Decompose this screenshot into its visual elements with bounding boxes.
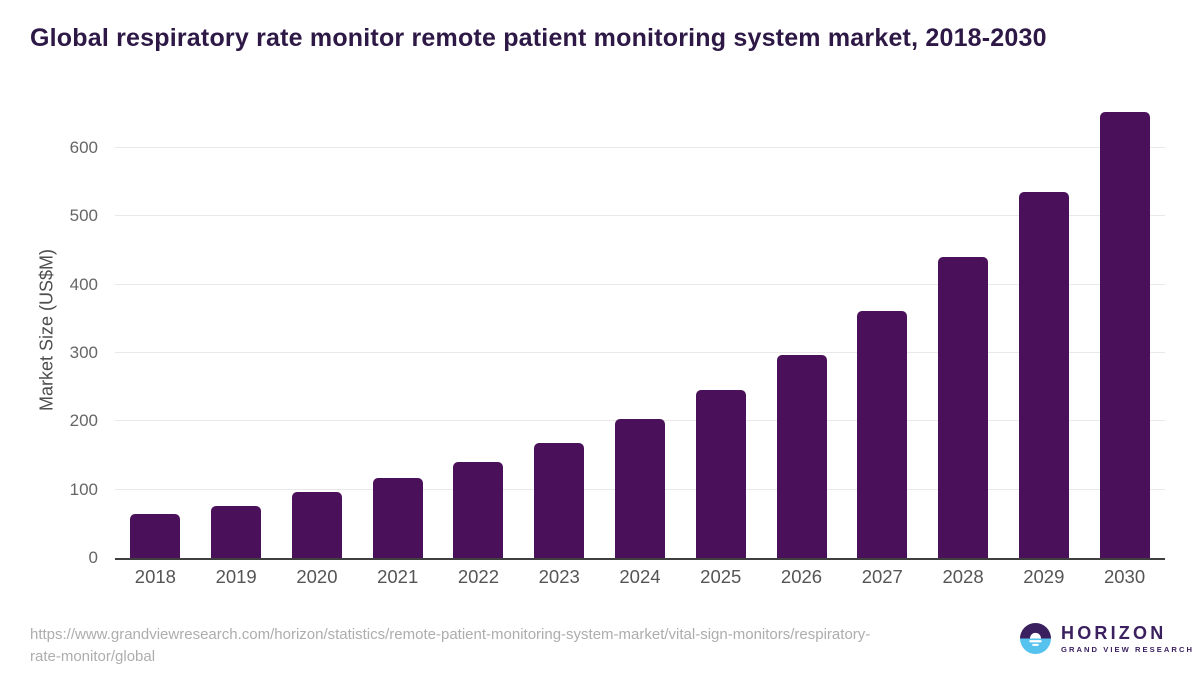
- y-tick-label: 500: [69, 206, 98, 226]
- gridline-500: [115, 215, 1165, 217]
- bar-slot: [1084, 100, 1165, 558]
- logo-subtitle: GRAND VIEW RESEARCH: [1061, 644, 1195, 654]
- x-tick-label-2023: 2023: [538, 566, 580, 587]
- logo-text: HORIZON GRAND VIEW RESEARCH: [1061, 624, 1194, 654]
- y-tick-label: 100: [69, 479, 98, 499]
- bar-2026: [776, 354, 827, 558]
- bar-slot: [277, 100, 358, 558]
- bar-2025: [695, 389, 746, 558]
- gridline-400: [115, 283, 1165, 285]
- bar-slot: [761, 100, 842, 558]
- x-tick-label-2021: 2021: [377, 566, 419, 587]
- logo-hole: [1029, 632, 1042, 639]
- x-tick-label-2020: 2020: [296, 566, 338, 587]
- bar-2030: [1099, 111, 1150, 558]
- gridline-300: [115, 351, 1165, 353]
- y-tick-label: 0: [88, 548, 98, 567]
- logo-sun-line2: [1032, 643, 1039, 646]
- bar-slot: [923, 100, 1004, 558]
- bar-slot: [600, 100, 681, 558]
- x-tick-label-2026: 2026: [780, 566, 823, 587]
- bar-series: [115, 100, 1165, 558]
- horizon-logo-icon: [1020, 623, 1051, 654]
- chart-title: Global respiratory rate monitor remote p…: [30, 24, 1047, 52]
- plot-area: [115, 100, 1165, 560]
- bar-2019: [211, 506, 262, 558]
- bar-2018: [130, 514, 181, 558]
- bar-slot: [1003, 100, 1084, 558]
- x-tick-label-2025: 2025: [700, 566, 742, 587]
- source-url: https://www.grandviewresearch.com/horizo…: [30, 624, 870, 668]
- bar-slot: [115, 100, 196, 558]
- y-tick-label: 200: [69, 411, 98, 431]
- x-tick-label-2027: 2027: [861, 566, 903, 587]
- x-tick-label-2024: 2024: [619, 566, 661, 587]
- y-tick-label: 400: [69, 274, 98, 294]
- logo-bottom-half: [1020, 638, 1051, 654]
- y-tick-label: 600: [69, 137, 98, 157]
- x-tick-label-2028: 2028: [942, 566, 984, 587]
- bar-slot: [196, 100, 277, 558]
- gridline-600: [115, 146, 1165, 148]
- x-tick-label-2030: 2030: [1103, 566, 1146, 587]
- source-url-line2: rate-monitor/global: [30, 648, 156, 665]
- bar-slot: [680, 100, 761, 558]
- bar-slot: [438, 100, 519, 558]
- y-tick-label: 300: [69, 342, 98, 362]
- horizon-logo: HORIZON GRAND VIEW RESEARCH: [1020, 623, 1194, 654]
- logo-name: HORIZON: [1061, 622, 1167, 643]
- bar-2023: [534, 443, 585, 558]
- bar-2024: [614, 419, 665, 558]
- source-url-line1: https://www.grandviewresearch.com/horizo…: [30, 626, 871, 643]
- y-axis-title: Market Size (US$M): [36, 248, 57, 412]
- bar-2027: [857, 311, 908, 558]
- bar-slot: [519, 100, 600, 558]
- x-tick-label-2018: 2018: [134, 566, 176, 587]
- bar-slot: [842, 100, 923, 558]
- bar-2021: [372, 478, 423, 558]
- bar-2022: [453, 462, 504, 558]
- bar-2020: [291, 491, 342, 558]
- logo-top-half: [1020, 623, 1051, 639]
- logo-sun-line1: [1029, 640, 1042, 643]
- x-tick-label-2022: 2022: [457, 566, 500, 587]
- x-tick-label-2019: 2019: [215, 566, 257, 587]
- x-tick-label-2029: 2029: [1023, 566, 1065, 587]
- bar-slot: [357, 100, 438, 558]
- bar-2029: [1018, 191, 1069, 558]
- bar-2028: [938, 257, 989, 558]
- x-axis-labels: 2018 2019 2020 2021 2022 2023 2024 2025 2026 2027…: [115, 566, 1165, 588]
